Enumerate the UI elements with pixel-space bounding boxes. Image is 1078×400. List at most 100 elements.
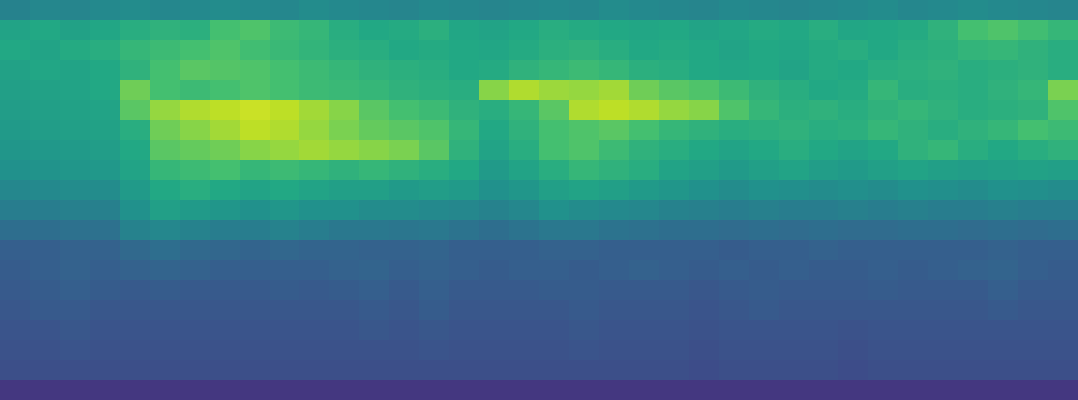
cell	[809, 340, 840, 361]
cell	[150, 140, 181, 161]
cell	[1018, 200, 1049, 221]
cell	[90, 160, 121, 181]
cell	[659, 120, 690, 141]
cell	[270, 260, 301, 281]
cell	[150, 220, 181, 241]
cell	[60, 100, 91, 121]
cell	[749, 20, 780, 41]
cell	[1018, 160, 1049, 181]
cell	[329, 20, 360, 41]
cell	[389, 240, 420, 261]
cell	[150, 60, 181, 81]
cell	[240, 160, 271, 181]
cell	[30, 260, 61, 281]
cell	[210, 40, 241, 61]
cell	[509, 300, 540, 321]
cell	[569, 100, 600, 121]
cell	[210, 120, 241, 141]
cell	[659, 340, 690, 361]
cell	[779, 180, 810, 201]
cell	[988, 340, 1019, 361]
cell	[509, 0, 540, 21]
cell	[150, 20, 181, 41]
cell	[210, 60, 241, 81]
cell	[868, 100, 899, 121]
cell	[329, 380, 360, 400]
cell	[0, 120, 31, 141]
cell	[479, 0, 510, 21]
cell	[180, 60, 211, 81]
cell	[90, 300, 121, 321]
cell	[599, 160, 630, 181]
cell	[60, 220, 91, 241]
cell	[270, 280, 301, 301]
cell	[329, 100, 360, 121]
cell	[120, 140, 151, 161]
cell	[779, 60, 810, 81]
cell	[30, 220, 61, 241]
cell	[539, 20, 570, 41]
cell	[659, 140, 690, 161]
cell	[150, 240, 181, 261]
cell	[0, 380, 31, 400]
cell	[659, 80, 690, 101]
cell	[958, 40, 989, 61]
cell	[329, 60, 360, 81]
cell	[719, 180, 750, 201]
cell	[329, 280, 360, 301]
cell	[210, 280, 241, 301]
cell	[988, 200, 1019, 221]
cell	[270, 200, 301, 221]
cell	[539, 280, 570, 301]
cell	[958, 80, 989, 101]
cell	[0, 40, 31, 61]
cell	[779, 320, 810, 341]
cell	[749, 340, 780, 361]
cell	[30, 0, 61, 21]
cell	[599, 60, 630, 81]
cell	[898, 220, 929, 241]
cell	[509, 320, 540, 341]
cell	[868, 200, 899, 221]
cell	[299, 160, 330, 181]
cell	[868, 140, 899, 161]
cell	[389, 0, 420, 21]
cell	[270, 100, 301, 121]
cell	[90, 220, 121, 241]
cell	[689, 60, 720, 81]
cell	[689, 140, 720, 161]
cell	[180, 380, 211, 400]
cell	[988, 0, 1019, 21]
cell	[719, 120, 750, 141]
cell	[90, 120, 121, 141]
cell	[838, 160, 869, 181]
cell	[90, 140, 121, 161]
cell	[988, 20, 1019, 41]
cell	[359, 380, 390, 400]
cell	[539, 160, 570, 181]
cell	[809, 20, 840, 41]
cell	[809, 140, 840, 161]
cell	[629, 0, 660, 21]
cell	[898, 280, 929, 301]
cell	[270, 0, 301, 21]
cell	[359, 120, 390, 141]
cell	[629, 280, 660, 301]
cell	[749, 260, 780, 281]
cell	[120, 240, 151, 261]
cell	[30, 100, 61, 121]
cell	[180, 260, 211, 281]
cell	[359, 280, 390, 301]
cell	[569, 140, 600, 161]
cell	[809, 300, 840, 321]
cell	[569, 280, 600, 301]
cell	[240, 80, 271, 101]
cell	[569, 240, 600, 261]
cell	[1018, 300, 1049, 321]
cell	[838, 20, 869, 41]
cell	[659, 240, 690, 261]
cell	[569, 200, 600, 221]
cell	[509, 340, 540, 361]
cell	[749, 160, 780, 181]
cell	[898, 340, 929, 361]
